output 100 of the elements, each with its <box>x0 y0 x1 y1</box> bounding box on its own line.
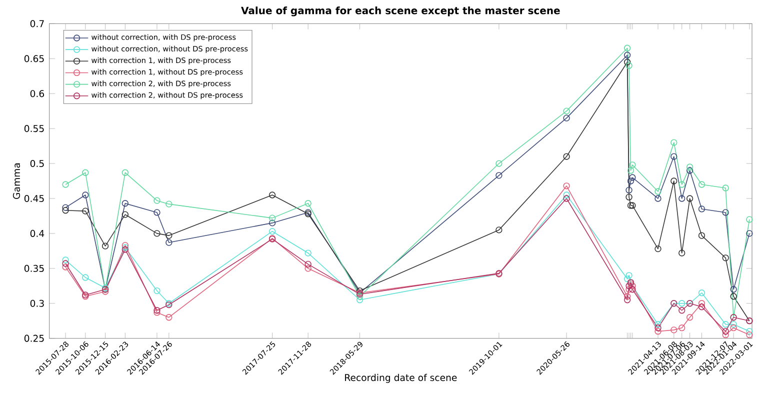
point <box>629 174 636 181</box>
point <box>304 260 312 268</box>
point <box>62 204 69 211</box>
point <box>698 232 706 239</box>
point <box>563 195 570 202</box>
point <box>563 153 570 160</box>
point <box>654 245 662 252</box>
point <box>722 332 729 338</box>
y-tick-label: 0.6 <box>30 90 44 98</box>
point <box>626 186 632 194</box>
point <box>722 209 729 216</box>
point <box>746 230 753 237</box>
point <box>154 209 160 216</box>
point <box>624 58 631 66</box>
y-axis-title: Gamma <box>12 163 20 199</box>
point <box>268 214 276 222</box>
point <box>678 324 686 332</box>
point <box>670 153 678 160</box>
point <box>626 62 632 69</box>
y-tick-label: 0.7 <box>30 20 44 28</box>
point <box>356 287 364 294</box>
point <box>627 178 634 184</box>
y-tick-label: 0.35 <box>24 264 44 272</box>
point <box>626 282 632 290</box>
point <box>563 182 570 190</box>
point <box>686 314 694 321</box>
point <box>496 160 502 167</box>
point <box>654 188 662 195</box>
point <box>82 274 89 281</box>
point <box>722 184 729 192</box>
point <box>686 195 694 202</box>
point <box>629 286 636 293</box>
point <box>624 276 631 282</box>
point <box>166 232 172 239</box>
point <box>122 169 129 176</box>
point <box>122 200 129 207</box>
point <box>166 200 172 208</box>
x-axis-title: Recording date of scene <box>345 374 457 383</box>
point <box>166 314 172 321</box>
point <box>356 296 364 304</box>
point <box>670 139 678 146</box>
point <box>624 293 631 300</box>
point <box>678 300 686 307</box>
point <box>624 44 631 52</box>
point <box>746 216 753 223</box>
point <box>698 290 706 296</box>
point <box>746 332 753 338</box>
point <box>730 286 737 293</box>
point <box>654 321 662 328</box>
point <box>678 307 686 314</box>
point <box>626 286 632 293</box>
y-tick-label: 0.4 <box>30 230 44 237</box>
point <box>82 208 89 214</box>
point <box>62 260 69 267</box>
point <box>698 206 706 212</box>
point <box>102 242 109 250</box>
point <box>670 178 678 184</box>
point <box>304 200 312 207</box>
point <box>678 181 686 188</box>
point <box>678 250 686 256</box>
chart-title: Value of gamma for each scene except the master scene <box>241 6 560 16</box>
y-tick-label: 0.3 <box>30 300 44 307</box>
point <box>624 52 631 58</box>
y-tick-label: 0.65 <box>24 55 44 62</box>
point <box>122 242 129 249</box>
point <box>730 324 737 332</box>
point <box>563 114 570 122</box>
point <box>122 211 129 218</box>
y-tick-label: 0.5 <box>30 160 44 168</box>
point <box>166 239 172 246</box>
point <box>654 324 662 332</box>
point <box>654 195 662 202</box>
point <box>268 228 276 235</box>
point <box>496 226 502 234</box>
point <box>304 250 312 256</box>
point <box>629 202 636 209</box>
point <box>686 164 694 170</box>
point <box>626 272 632 279</box>
point <box>62 181 69 188</box>
point <box>268 192 276 198</box>
point <box>746 328 753 335</box>
point <box>698 181 706 188</box>
point <box>698 304 706 310</box>
point <box>304 265 312 272</box>
y-tick-label: 0.55 <box>24 125 44 132</box>
point <box>722 328 729 335</box>
point <box>678 195 686 202</box>
point <box>654 328 662 335</box>
point <box>356 293 364 300</box>
point <box>686 167 694 174</box>
point <box>670 326 678 334</box>
point <box>563 108 570 114</box>
point <box>722 321 729 328</box>
point <box>624 296 631 304</box>
point <box>563 192 570 198</box>
point <box>496 172 502 179</box>
point <box>626 194 632 200</box>
y-tick-label: 0.25 <box>24 334 44 342</box>
point <box>629 162 636 168</box>
point <box>62 264 69 270</box>
